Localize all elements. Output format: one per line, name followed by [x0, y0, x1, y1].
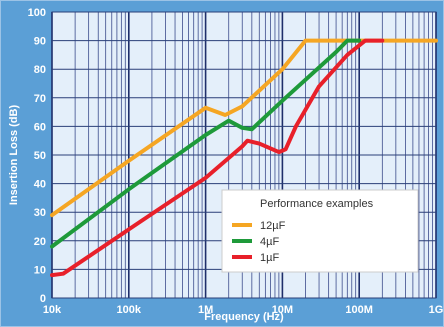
x-tick-label: 100M — [345, 304, 373, 316]
legend-label: 1µF — [260, 252, 279, 264]
y-tick-label: 80 — [34, 64, 46, 76]
x-tick-label: 10k — [43, 304, 62, 316]
x-tick-label: 100k — [117, 304, 142, 316]
legend-label: 4µF — [260, 236, 279, 248]
y-tick-labels: 0 10 20 30 40 50 60 70 80 90 100 — [28, 7, 46, 305]
legend-label: 12µF — [260, 220, 286, 232]
legend: Performance examples 12µF 4µF 1µF — [221, 189, 419, 273]
y-tick-label: 10 — [34, 264, 46, 276]
legend-title: Performance examples — [260, 198, 374, 210]
x-tick-label: 10M — [272, 304, 293, 316]
x-tick-label: 1G — [429, 304, 444, 316]
x-axis-label: Frequency (Hz) — [204, 311, 284, 323]
series-line — [50, 38, 385, 278]
x-tick-labels: 10k 100k 1M 10M 100M 1G — [43, 304, 444, 316]
series-line — [50, 38, 438, 218]
legend-items: 12µF 4µF 1µF — [232, 220, 286, 264]
y-axis-label: Insertion Loss (dB) — [8, 105, 20, 206]
x-tick-label: 1M — [198, 304, 213, 316]
y-tick-label: 40 — [34, 179, 46, 191]
y-tick-label: 0 — [40, 293, 46, 305]
y-tick-label: 30 — [34, 207, 46, 219]
series-line — [50, 38, 362, 249]
y-tick-label: 70 — [34, 93, 46, 105]
y-tick-label: 100 — [28, 7, 46, 19]
y-tick-label: 20 — [34, 236, 46, 248]
legend-box — [221, 189, 419, 273]
y-tick-label: 50 — [34, 150, 46, 162]
y-tick-label: 90 — [34, 36, 46, 48]
series-lines — [50, 38, 438, 278]
y-tick-label: 60 — [34, 121, 46, 133]
